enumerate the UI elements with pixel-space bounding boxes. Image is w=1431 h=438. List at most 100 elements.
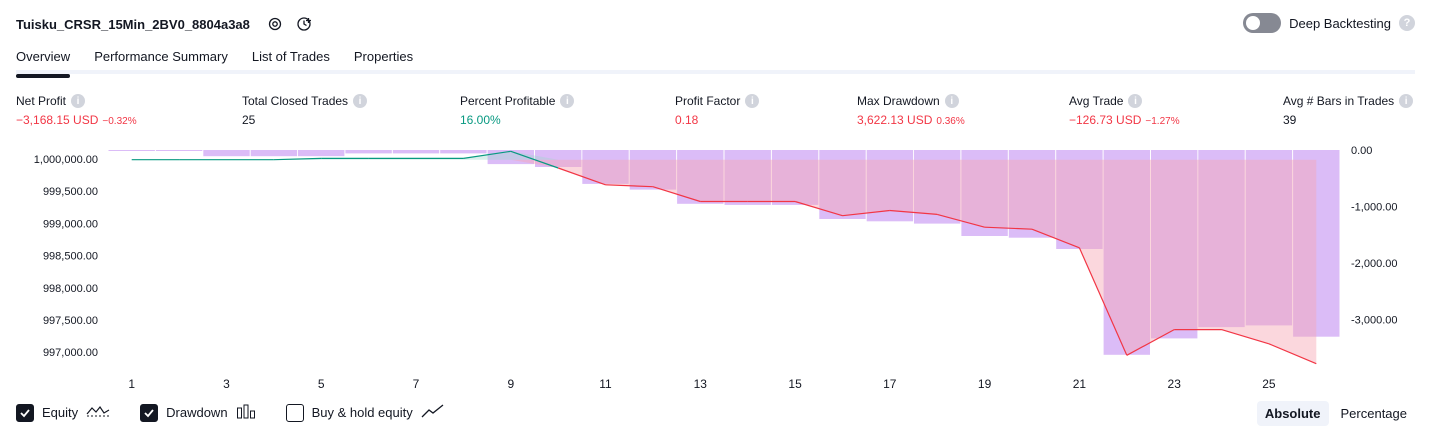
x-tick-label: 17 [883, 377, 897, 391]
drawdown-bar [1008, 150, 1056, 238]
x-tick-label: 3 [223, 377, 230, 391]
equity-checkbox[interactable] [16, 403, 34, 422]
metric-value: 3,622.13 USD [857, 113, 933, 127]
metrics-row: Net Profit i −3,168.15 USD −0.32% Total Cl… [0, 93, 1431, 129]
info-icon[interactable]: i [71, 94, 86, 108]
drawdown-bar [155, 150, 203, 151]
info-icon[interactable]: i [1128, 94, 1143, 108]
drawdown-bar [203, 150, 250, 157]
strategy-header: Tuisku_CRSR_15Min_2BV0_8804a3a8 [16, 12, 324, 36]
absolute-button[interactable]: Absolute [1256, 401, 1329, 426]
info-icon[interactable]: i [1399, 94, 1414, 108]
drawdown-bar [250, 150, 298, 157]
metric-percent: −0.32% [102, 116, 137, 127]
equity-drawdown-chart: 1,000,000.00 999,500.00 999,000.00 998,500.… [34, 145, 1398, 391]
settings-icon[interactable] [264, 13, 286, 35]
equity-line-segment [937, 213, 985, 228]
drawdown-bar [961, 150, 1008, 236]
y-left-tick-label: 998,000.00 [43, 283, 98, 295]
tab-performance-summary[interactable]: Performance Summary [94, 49, 228, 64]
tab-properties[interactable]: Properties [353, 49, 414, 64]
info-icon[interactable]: i [944, 94, 959, 108]
alert-add-icon[interactable] [294, 13, 316, 35]
drawdown-bar [392, 150, 440, 154]
drawdown-bar [629, 150, 677, 190]
drawdown-bar [108, 150, 155, 151]
metric-avg-trade: Avg Trade i −126.73 USD −1.27% [1069, 93, 1180, 127]
y-right-tick-label: -2,000.00 [1351, 258, 1397, 270]
info-icon[interactable]: i [560, 94, 575, 108]
equity-line-segment [1031, 228, 1080, 249]
equity-line-segment [1268, 343, 1317, 365]
equity-line-segment [463, 150, 511, 159]
metric-total-closed-trades: Total Closed Trades i 25 [242, 93, 368, 127]
help-icon[interactable]: ? [1399, 15, 1415, 31]
drawdown-bar [819, 150, 866, 219]
equity-label: Equity [42, 405, 79, 420]
percentage-button[interactable]: Percentage [1340, 406, 1408, 421]
metric-percent: −1.27% [1145, 116, 1180, 127]
deep-backtesting-label: Deep Backtesting [1289, 15, 1391, 31]
metric-percent: 0.36% [936, 116, 965, 127]
x-tick-label: 15 [788, 377, 802, 391]
x-tick-label: 23 [1168, 377, 1182, 391]
metric-avg-bars: Avg # Bars in Trades i 39 [1283, 93, 1414, 127]
x-tick-label: 21 [1073, 377, 1087, 391]
legend-equity[interactable]: Equity [16, 403, 110, 422]
y-left-tick-label: 997,000.00 [43, 347, 98, 359]
legend-drawdown[interactable]: Drawdown [140, 403, 255, 422]
tab-overview[interactable]: Overview [16, 44, 71, 78]
legend-buy-hold[interactable]: Buy & hold equity [285, 403, 445, 422]
x-tick-label: 13 [694, 377, 708, 391]
x-tick-label: 1 [128, 377, 135, 391]
drawdown-checkbox[interactable] [140, 403, 159, 422]
deep-backtesting: Deep Backtesting ? [1243, 13, 1415, 33]
equity-line-segment [1126, 329, 1175, 356]
drawdown-bar [1293, 150, 1340, 337]
equity-line-segment [652, 186, 701, 203]
drawdown-bar [677, 150, 724, 204]
drawdown-bar [724, 150, 771, 205]
equity-line-segment [1078, 247, 1128, 356]
metric-value: −126.73 USD [1069, 113, 1142, 127]
scale-mode-switch: Absolute Percentage [1256, 401, 1415, 426]
metric-net-profit: Net Profit i −3,168.15 USD −0.32% [16, 93, 137, 127]
metric-max-drawdown: Max Drawdown i 3,622.13 USD 0.36% [857, 93, 965, 127]
deep-backtesting-toggle[interactable] [1243, 13, 1282, 33]
y-right-tick-label: -3,000.00 [1351, 315, 1397, 327]
equity-line-segment [1221, 329, 1270, 345]
x-tick-label: 25 [1262, 377, 1276, 391]
tab-list-of-trades[interactable]: List of Trades [251, 49, 330, 64]
tab-bar: Overview Performance Summary List of Tra… [16, 44, 1415, 78]
metric-title: Percent Profitable [460, 94, 556, 108]
x-tick-label: 5 [318, 377, 325, 391]
metric-value: 25 [242, 113, 256, 127]
drawdown-bar [1151, 150, 1198, 339]
strategy-name: Tuisku_CRSR_15Min_2BV0_8804a3a8 [16, 16, 250, 32]
metric-title: Avg Trade [1069, 94, 1124, 108]
equity-line-segment [984, 226, 1033, 230]
equity-loss-area [131, 159, 1317, 364]
drawdown-bars-icon [236, 403, 256, 422]
info-icon[interactable]: i [353, 94, 368, 108]
drawdown-bar [1245, 150, 1293, 326]
metric-title: Profit Factor [675, 94, 741, 108]
y-right-tick-label: 0.00 [1351, 145, 1372, 157]
drawdown-bar [298, 150, 345, 157]
equity-line-segment [889, 209, 938, 215]
equity-line-segment [842, 209, 890, 217]
equity-line-segment [510, 150, 559, 169]
y-left-tick-label: 997,500.00 [43, 315, 98, 327]
info-icon[interactable]: i [745, 94, 760, 108]
buy-hold-checkbox[interactable] [285, 403, 304, 422]
equity-line-icon [86, 403, 110, 422]
equity-line-segment [794, 200, 843, 217]
y-right-tick-label: -1,000.00 [1351, 202, 1397, 214]
metric-value: 16.00% [460, 113, 501, 127]
chart-legend: Equity Drawdown Buy & hold equity [16, 403, 475, 422]
metric-title: Total Closed Trades [242, 94, 349, 108]
drawdown-bar [771, 150, 819, 205]
y-left-tick-label: 999,500.00 [43, 186, 98, 198]
metric-value: 0.18 [675, 113, 699, 127]
drawdown-bar [535, 150, 582, 167]
